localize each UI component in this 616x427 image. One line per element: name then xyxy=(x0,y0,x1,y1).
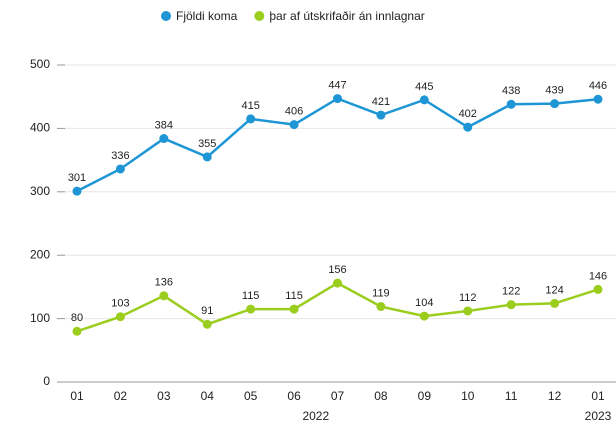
data-label: 156 xyxy=(328,264,346,276)
point xyxy=(246,304,256,314)
point xyxy=(289,304,299,314)
data-label: 438 xyxy=(502,85,520,97)
data-label: 447 xyxy=(328,80,346,92)
point xyxy=(72,326,82,336)
legend-label: Fjöldi koma xyxy=(176,9,238,23)
data-label: 445 xyxy=(415,81,433,93)
y-tick-label: 300 xyxy=(30,184,50,198)
y-tick-label: 0 xyxy=(43,374,50,388)
x-tick-label: 10 xyxy=(461,389,475,403)
x-tick-label: 07 xyxy=(331,389,345,403)
data-label: 136 xyxy=(155,277,173,289)
x-tick-label: 01 xyxy=(70,389,84,403)
x-tick-label: 11 xyxy=(505,389,518,403)
point xyxy=(289,120,299,130)
point xyxy=(376,302,386,312)
data-label: 112 xyxy=(459,292,477,304)
point xyxy=(593,94,603,104)
y-tick-label: 100 xyxy=(30,311,50,325)
data-label: 115 xyxy=(242,290,260,302)
point xyxy=(115,164,125,174)
data-label: 91 xyxy=(201,305,213,317)
point xyxy=(463,306,473,316)
y-tick-label: 400 xyxy=(30,121,50,135)
data-label: 103 xyxy=(111,298,129,310)
point xyxy=(419,311,429,321)
data-label: 124 xyxy=(545,284,563,296)
x-tick-label: 05 xyxy=(244,389,258,403)
x-group-label: 2023 xyxy=(585,409,612,423)
point xyxy=(333,278,342,288)
data-label: 336 xyxy=(111,150,129,162)
data-label: 301 xyxy=(68,172,86,184)
legend-label: þar af útskrifaðir án innlagnar xyxy=(269,9,424,23)
x-tick-label: 04 xyxy=(201,389,215,403)
x-tick-label: 02 xyxy=(114,389,128,403)
x-tick-label: 09 xyxy=(418,389,432,403)
data-label: 80 xyxy=(71,312,83,324)
data-label: 421 xyxy=(372,96,390,108)
point xyxy=(550,99,560,109)
point xyxy=(550,298,560,308)
data-label: 402 xyxy=(459,108,477,120)
data-label: 406 xyxy=(285,106,303,118)
point xyxy=(202,152,212,162)
legend-marker xyxy=(161,11,171,21)
x-group-label: 2022 xyxy=(302,409,329,423)
point xyxy=(202,319,212,329)
x-tick-label: 08 xyxy=(374,389,388,403)
point xyxy=(333,94,342,104)
legend-marker xyxy=(254,11,265,21)
point xyxy=(593,284,603,294)
x-tick-label: 12 xyxy=(548,389,562,403)
data-label: 104 xyxy=(415,297,433,309)
y-tick-label: 200 xyxy=(30,247,50,261)
data-label: 446 xyxy=(589,80,607,92)
data-label: 115 xyxy=(285,290,303,302)
point xyxy=(159,134,169,144)
x-tick-label: 01 xyxy=(591,389,605,403)
x-tick-label: 03 xyxy=(157,389,171,403)
data-label: 355 xyxy=(198,138,216,150)
x-tick-label: 06 xyxy=(287,389,301,403)
point xyxy=(463,122,473,132)
point xyxy=(246,114,256,124)
data-label: 146 xyxy=(589,270,607,282)
y-tick-label: 500 xyxy=(30,57,50,71)
line xyxy=(76,97,599,193)
point xyxy=(376,110,386,120)
point xyxy=(506,99,516,109)
data-label: 384 xyxy=(155,119,173,131)
point xyxy=(419,95,429,105)
point xyxy=(115,312,125,322)
data-label: 119 xyxy=(372,287,390,299)
point xyxy=(506,300,516,310)
point xyxy=(159,291,169,301)
data-label: 122 xyxy=(502,286,520,298)
data-label: 439 xyxy=(545,85,563,97)
data-label: 415 xyxy=(241,100,259,112)
point xyxy=(72,186,82,196)
